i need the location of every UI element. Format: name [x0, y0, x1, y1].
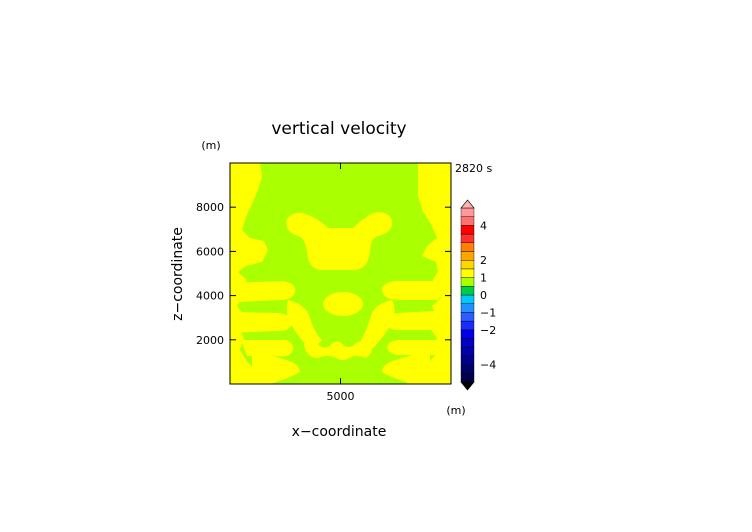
colorbar-tick-label-5: −2: [480, 324, 496, 337]
colorbar-segment-11: [460, 277, 475, 287]
yellow-region-right-band-2: [385, 310, 451, 331]
colorbar-segment-14: [460, 251, 475, 261]
colorbar-segment-6: [460, 320, 475, 331]
yellow-region-left-band-2: [230, 312, 293, 333]
yellow-region-left-band-1: [230, 281, 296, 302]
colorbar-segment-9: [460, 294, 475, 304]
chart-title: vertical velocity: [271, 119, 406, 139]
y-tick-label-2: 6000: [196, 245, 224, 258]
y-axis-unit: (m): [201, 139, 220, 152]
yellow-region-left-band-3: [241, 340, 294, 357]
colorbar-segment-12: [460, 268, 475, 278]
colorbar-tick-label-4: −1: [480, 306, 496, 319]
colorbar-segment-10: [460, 286, 475, 296]
colorbar-tick-label-2: 1: [480, 272, 487, 285]
colorbar-tick-label-1: 2: [480, 254, 487, 267]
colorbar-segment-19: [460, 207, 475, 217]
y-axis-label: z−coordinate: [170, 227, 186, 321]
colorbar-max-arrow: [460, 199, 475, 209]
time-label: 2820 s: [455, 162, 492, 175]
colorbar-segment-2: [460, 355, 475, 365]
colorbar-segment-17: [460, 225, 475, 235]
positive-velocity-regions: [230, 163, 451, 384]
yellow-region-right-band-1: [381, 281, 451, 300]
yellow-region-right-band-3: [387, 340, 451, 356]
colorbar-tick-label-6: −4: [480, 359, 496, 372]
x-axis-unit: (m): [446, 404, 465, 417]
colorbar-tick-label-3: 0: [480, 289, 487, 302]
colorbar-segment-16: [460, 233, 475, 244]
colorbar-segment-3: [460, 347, 475, 357]
y-tick-label-1: 4000: [196, 290, 224, 303]
yellow-region-left-band-4: [286, 300, 322, 350]
colorbar-segment-15: [460, 242, 475, 252]
colorbar-segment-18: [460, 216, 475, 226]
colorbar-segment-5: [460, 329, 475, 339]
y-tick-label-0: 2000: [196, 334, 224, 347]
colorbar-min-arrow: [460, 381, 475, 391]
yellow-region-crown: [286, 212, 393, 270]
yellow-region-right-edge: [406, 163, 451, 384]
yellow-region-center-blob: [323, 292, 363, 316]
colorbar: 4 2 1 0 −1 −2 −4: [460, 199, 496, 391]
x-tick-label-0: 5000: [327, 390, 355, 403]
colorbar-tick-label-0: 4: [480, 219, 487, 232]
colorbar-segment-1: [460, 364, 475, 374]
yellow-region-right-band-4: [361, 300, 395, 350]
y-tick-label-3: 8000: [196, 201, 224, 214]
colorbar-segment-8: [460, 303, 475, 313]
axis-ticks: 5000 2000 4000 6000 8000: [196, 163, 451, 403]
x-axis-label: x−coordinate: [292, 424, 387, 440]
heatmap-plot-area: 5000 2000 4000 6000 8000: [196, 162, 452, 403]
yellow-region-lower-lobes: [304, 341, 372, 360]
colorbar-segment-13: [460, 260, 475, 270]
colorbar-segment-0: [460, 373, 475, 383]
yellow-region-bottom-band-right: [382, 350, 430, 384]
colorbar-segment-7: [460, 312, 475, 322]
colorbar-segment-4: [460, 338, 475, 348]
yellow-region-bottom-band: [252, 350, 300, 384]
